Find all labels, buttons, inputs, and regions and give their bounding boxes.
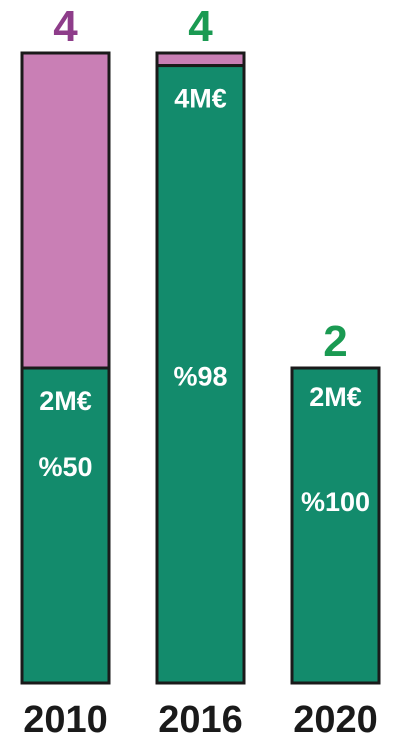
- bar-amount-label: 2M€: [309, 382, 362, 412]
- bar-percent-label: %98: [173, 362, 227, 392]
- bar-amount-label: 2M€: [39, 386, 92, 416]
- bar-total-label: 4: [188, 2, 213, 51]
- x-tick-label: 2020: [293, 699, 378, 740]
- bar-total-label: 4: [53, 2, 78, 51]
- x-tick-label: 2016: [158, 699, 243, 740]
- bar-segment-primary: [20, 366, 111, 685]
- bar-total-label: 2: [323, 317, 347, 366]
- bar-segment-secondary: [155, 51, 246, 68]
- bar-segment-primary: [290, 366, 381, 685]
- bar-segment-secondary: [20, 51, 111, 370]
- bar-amount-label: 4M€: [174, 84, 227, 114]
- bar-percent-label: %100: [301, 487, 370, 517]
- bar-percent-label: %50: [38, 452, 92, 482]
- x-tick-label: 2010: [23, 699, 108, 740]
- bar-segment-primary: [155, 64, 246, 685]
